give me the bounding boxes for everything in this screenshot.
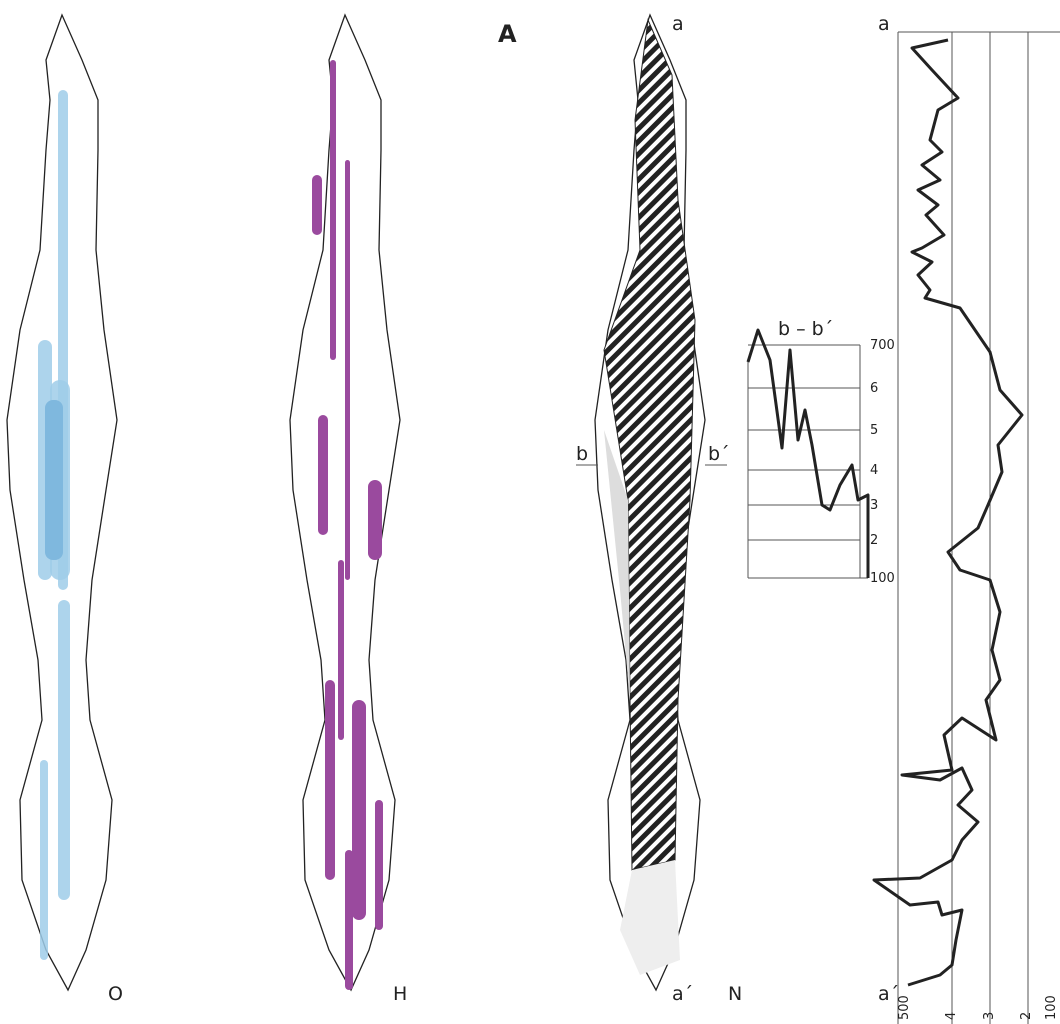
- pigment-streak: [352, 700, 366, 920]
- scale-label: 2: [1019, 1012, 1034, 1020]
- section-profile: [748, 330, 868, 578]
- pigment-streak: [58, 600, 70, 900]
- pigment-streak: [368, 480, 382, 560]
- pigment-streak: [312, 175, 322, 235]
- profile-plot: a a´ 500 4 3 2 100: [874, 13, 1060, 1024]
- scale-label: 6: [870, 381, 878, 396]
- point-label: b: [576, 443, 588, 465]
- pigment-streak: [375, 800, 383, 930]
- point-label: a: [878, 13, 890, 35]
- pigment-streak: [330, 60, 336, 360]
- specimen-drawings: [7, 15, 705, 990]
- pigment-streak: [345, 850, 353, 990]
- point-label: a: [672, 13, 684, 35]
- scale-label: 500: [897, 995, 912, 1020]
- scale-label: 100: [1044, 995, 1059, 1020]
- pigment-streak: [40, 760, 48, 960]
- pigment-streak: [325, 680, 335, 880]
- pigment-streak: [45, 400, 63, 560]
- figure: A O H N a a´ b b´ b – b´ 700 6 5 4 3 2 100 a a…: [0, 0, 1060, 1024]
- point-label: a´: [672, 983, 693, 1005]
- scale-label: 100: [870, 571, 895, 586]
- point-label: b´: [708, 443, 730, 465]
- specimen-label: O: [108, 983, 123, 1005]
- profile-line: [874, 40, 1022, 985]
- scale-label: 3: [870, 498, 878, 513]
- pigment-streak: [318, 415, 328, 535]
- scale-label: 4: [870, 463, 878, 478]
- pigment-streak: [345, 160, 350, 580]
- section-plot: b – b´ 700 6 5 4 3 2 100: [748, 318, 895, 586]
- specimen-label: N: [728, 983, 742, 1005]
- scale-label: 2: [870, 533, 878, 548]
- scale-label: 5: [870, 423, 878, 438]
- panel-label: A: [498, 20, 517, 48]
- scale-label: 4: [944, 1012, 959, 1020]
- specimen-label: H: [393, 983, 407, 1005]
- section-title: b – b´: [778, 318, 833, 340]
- scale-label: 3: [982, 1012, 997, 1020]
- point-label: a´: [878, 983, 899, 1005]
- pigment-streak: [338, 560, 344, 740]
- scale-label: 700: [870, 338, 895, 353]
